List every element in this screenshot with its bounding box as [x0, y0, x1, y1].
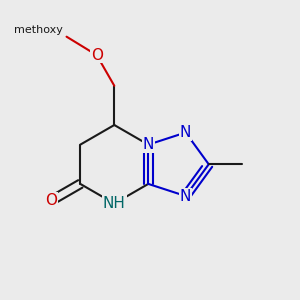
Text: methoxy: methoxy: [14, 25, 63, 35]
Text: NH: NH: [103, 196, 126, 211]
Text: N: N: [142, 137, 154, 152]
Text: O: O: [45, 193, 57, 208]
Text: N: N: [180, 188, 191, 203]
Text: O: O: [91, 48, 103, 63]
Text: N: N: [180, 125, 191, 140]
